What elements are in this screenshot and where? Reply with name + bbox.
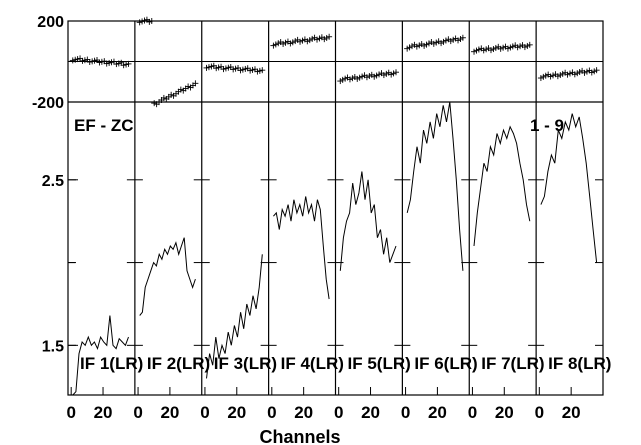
amplitude-line	[540, 113, 598, 263]
annotation-right: 1 - 9	[530, 116, 564, 135]
x-tick-label: 20	[495, 403, 514, 422]
amplitude-line	[206, 254, 263, 379]
series-label: IF 8(LR)	[548, 354, 611, 373]
series-label: IF 2(LR)	[147, 354, 210, 373]
x-tick-label: 20	[160, 403, 179, 422]
amp-tick-label: 2.5	[42, 173, 64, 190]
x-tick-label: 0	[267, 403, 276, 422]
x-tick-label: 0	[535, 403, 544, 422]
x-tick-label: 20	[294, 403, 313, 422]
amplitude-line	[139, 237, 196, 316]
phase-marker	[393, 69, 400, 76]
phase-marker	[459, 34, 466, 41]
phase-tick-label: -200	[32, 95, 64, 112]
x-tick-label: 0	[133, 403, 142, 422]
series-label: IF 6(LR)	[414, 354, 477, 373]
phase-marker	[526, 41, 533, 48]
x-tick-label: 0	[468, 403, 477, 422]
axes	[67, 20, 604, 396]
amplitude-line	[72, 315, 129, 396]
x-tick-label: 0	[401, 403, 410, 422]
series-label: IF 7(LR)	[481, 354, 544, 373]
x-tick-label: 0	[200, 403, 209, 422]
x-tick-label: 20	[227, 403, 246, 422]
phase-marker	[192, 80, 199, 87]
x-tick-label: 20	[428, 403, 447, 422]
series-label: IF 5(LR)	[348, 354, 411, 373]
annotation-left: EF - ZC	[74, 116, 134, 135]
amplitude-panel	[72, 101, 598, 396]
x-axis-title: Channels	[259, 427, 340, 445]
phase-marker	[593, 67, 600, 74]
amplitude-line	[406, 101, 464, 271]
amplitude-line	[339, 171, 397, 271]
phase-tick-label: 200	[37, 14, 64, 31]
x-tick-label: 20	[94, 403, 113, 422]
amplitude-line	[473, 125, 531, 247]
phase-marker	[259, 67, 266, 74]
x-tick-label: 20	[562, 403, 581, 422]
x-tick-label: 0	[66, 403, 75, 422]
x-tick-label: 20	[361, 403, 380, 422]
amp-tick-label: 1.5	[42, 338, 64, 355]
phase-marker	[326, 33, 333, 40]
series-label: IF 1(LR)	[80, 354, 143, 373]
phase-panel	[69, 16, 600, 108]
amplitude-line	[273, 196, 330, 300]
series-label: IF 3(LR)	[214, 354, 277, 373]
x-tick-label: 0	[334, 403, 343, 422]
series-label: IF 4(LR)	[281, 354, 344, 373]
